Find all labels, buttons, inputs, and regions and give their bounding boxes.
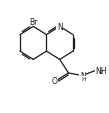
Text: NH: NH xyxy=(95,66,107,75)
Text: N: N xyxy=(80,71,86,80)
Text: H: H xyxy=(82,77,86,82)
Text: Br: Br xyxy=(29,18,37,26)
Text: 2: 2 xyxy=(99,70,103,75)
Text: N: N xyxy=(57,23,63,32)
Text: O: O xyxy=(52,76,57,85)
